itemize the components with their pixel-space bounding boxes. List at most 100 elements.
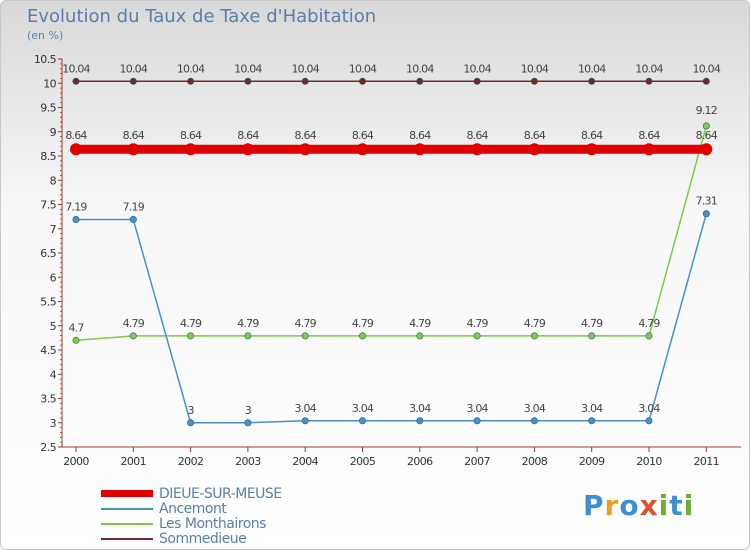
data-point [702,210,710,218]
logo-letter: t [669,489,684,522]
series-line-les-monthairons [75,125,708,342]
chart-subtitle: (en %) [27,29,64,42]
data-point [530,417,538,425]
data-label: 10.04 [406,62,434,75]
x-tick-label: 2002 [178,455,204,468]
data-label: 8.64 [696,129,718,142]
data-point [244,332,252,340]
y-tick-label: 8 [50,174,57,187]
data-label: 8.64 [180,129,202,142]
data-label: 8.64 [409,129,431,142]
legend-label-ancemont: Ancemont [159,500,227,517]
x-tick-label: 2011 [693,455,719,468]
x-tick-label: 2008 [522,455,548,468]
data-label: 10.04 [521,62,549,75]
y-tick-label: 6.5 [40,247,56,260]
data-point [473,332,481,340]
data-point [528,143,541,156]
data-point [700,143,713,156]
chart-title: Evolution du Taux de Taxe d'Habitation [27,6,377,27]
data-label: 4.79 [581,317,603,330]
data-label: 4.79 [237,317,259,330]
data-point [244,77,252,85]
data-point [588,77,596,85]
legend-label-monthairons: Les Monthairons [159,515,266,532]
data-point [184,143,197,156]
data-label: 3 [187,404,194,417]
data-point [358,77,366,85]
data-label: 4.79 [295,317,317,330]
data-point [187,419,195,427]
data-label: 4.79 [352,317,374,330]
data-label: 3.04 [524,402,546,415]
data-point [187,77,195,85]
data-label: 7.19 [123,201,145,214]
data-point [416,417,424,425]
data-label: 10.04 [234,62,262,75]
data-point [645,77,653,85]
legend: DIEUE-SUR-MEUSE Ancemont Les Monthairons… [101,485,282,547]
data-point [301,417,309,425]
x-tick-label: 2004 [292,455,318,468]
legend-label-sommedieue: Sommedieue [159,530,247,547]
data-label: 7.19 [65,201,87,214]
data-point [356,143,369,156]
data-point [702,122,710,130]
logo-letter: r [604,489,620,522]
legend-label-dieue: DIEUE-SUR-MEUSE [159,485,282,502]
y-tick-label: 5 [50,320,57,333]
data-label: 8.64 [638,129,660,142]
data-point [72,216,80,224]
legend-swatch-dieue [101,490,153,497]
data-label: 3.04 [352,402,374,415]
data-point [416,332,424,340]
y-tick-label: 3.5 [40,393,56,406]
data-label: 10.04 [635,62,663,75]
data-point [301,77,309,85]
data-label: 4.79 [180,317,202,330]
data-label: 8.64 [295,129,317,142]
data-label: 10.04 [177,62,205,75]
data-point [299,143,312,156]
data-point [187,332,195,340]
data-point [72,77,80,85]
data-point [301,332,309,340]
data-point [413,143,426,156]
data-point [530,332,538,340]
legend-item-dieue: DIEUE-SUR-MEUSE [101,485,282,502]
y-tick-label: 7 [50,223,57,236]
data-label: 10.04 [463,62,491,75]
data-label: 8.64 [65,129,87,142]
data-label: 3.04 [638,402,660,415]
x-tick-label: 2005 [350,455,376,468]
logo-letter: o [619,489,640,522]
y-tick-label: 2.5 [40,441,56,454]
data-point [645,417,653,425]
data-point [473,417,481,425]
data-label: 8.64 [237,129,259,142]
data-label: 8.64 [466,129,488,142]
data-label: 3.04 [295,402,317,415]
data-label: 4.79 [638,317,660,330]
data-point [530,77,538,85]
y-tick-label: 6 [50,271,57,284]
data-point [585,143,598,156]
data-point [416,77,424,85]
y-tick-label: 9 [50,126,57,139]
data-label: 10.04 [349,62,377,75]
data-label: 10.04 [291,62,319,75]
y-tick-label: 8.5 [40,150,56,163]
data-label: 3.04 [581,402,603,415]
y-tick-label: 4 [50,368,57,381]
legend-swatch-monthairons [101,522,153,525]
x-tick-label: 2000 [63,455,89,468]
data-point [72,336,80,344]
y-tick-label: 5.5 [40,296,56,309]
data-label: 7.31 [696,195,717,208]
y-tick-label: 10.5 [34,53,57,66]
data-point [588,332,596,340]
data-point [129,216,137,224]
y-tick-label: 3 [50,417,57,430]
